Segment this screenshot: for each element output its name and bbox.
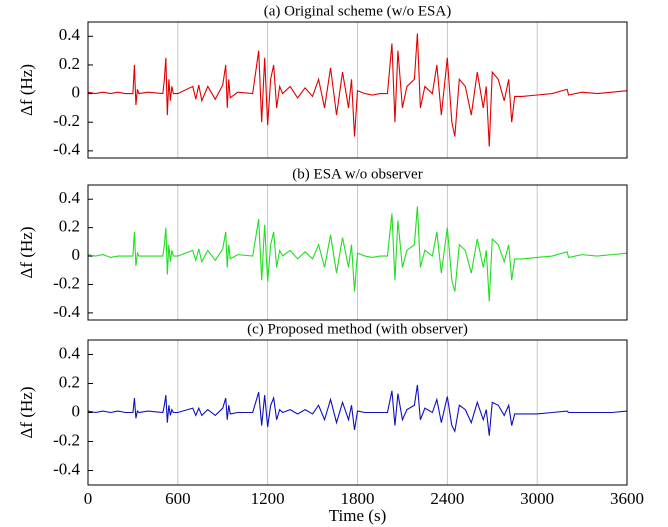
- y-axis-label: Δf (Hz): [17, 387, 36, 439]
- x-tick-label: 1200: [251, 489, 285, 508]
- y-tick-label: 0.4: [59, 25, 81, 44]
- y-tick-label: 0.4: [59, 343, 81, 362]
- y-tick-label: 0.2: [59, 217, 80, 236]
- x-tick-label: 0: [84, 489, 93, 508]
- y-axis-label: Δf (Hz): [17, 227, 36, 279]
- y-tick-label: 0: [72, 82, 81, 101]
- y-axis-label: Δf (Hz): [17, 64, 36, 116]
- signal-line: [87, 206, 628, 302]
- y-tick-label: 0: [72, 245, 81, 264]
- plot-frame: [87, 21, 628, 159]
- y-tick-label: -0.4: [53, 140, 80, 159]
- signal-line: [87, 33, 628, 147]
- y-tick-label: -0.4: [53, 302, 80, 321]
- plot-frame: [87, 339, 628, 486]
- panel-title: (a) Original scheme (w/o ESA): [264, 3, 451, 19]
- x-tick-label: 600: [165, 489, 191, 508]
- y-tick-label: 0.2: [59, 372, 80, 391]
- y-tick-label: 0.2: [59, 54, 80, 73]
- y-tick-label: -0.2: [53, 111, 80, 130]
- x-tick-label: 2400: [430, 489, 464, 508]
- y-tick-label: -0.2: [53, 273, 80, 292]
- panel-title: (b) ESA w/o observer: [292, 166, 422, 182]
- plot-frame: [87, 184, 628, 321]
- x-tick-label: 3600: [610, 489, 644, 508]
- panel-title: (c) Proposed method (with observer): [247, 321, 468, 337]
- x-axis-label: Time (s): [329, 506, 386, 525]
- x-tick-label: 3000: [520, 489, 554, 508]
- x-tick-label: 1800: [341, 489, 375, 508]
- y-tick-label: 0: [72, 401, 81, 420]
- y-tick-label: -0.4: [53, 459, 80, 478]
- y-tick-label: 0.4: [59, 188, 81, 207]
- y-tick-label: -0.2: [53, 430, 80, 449]
- signal-line: [87, 384, 628, 436]
